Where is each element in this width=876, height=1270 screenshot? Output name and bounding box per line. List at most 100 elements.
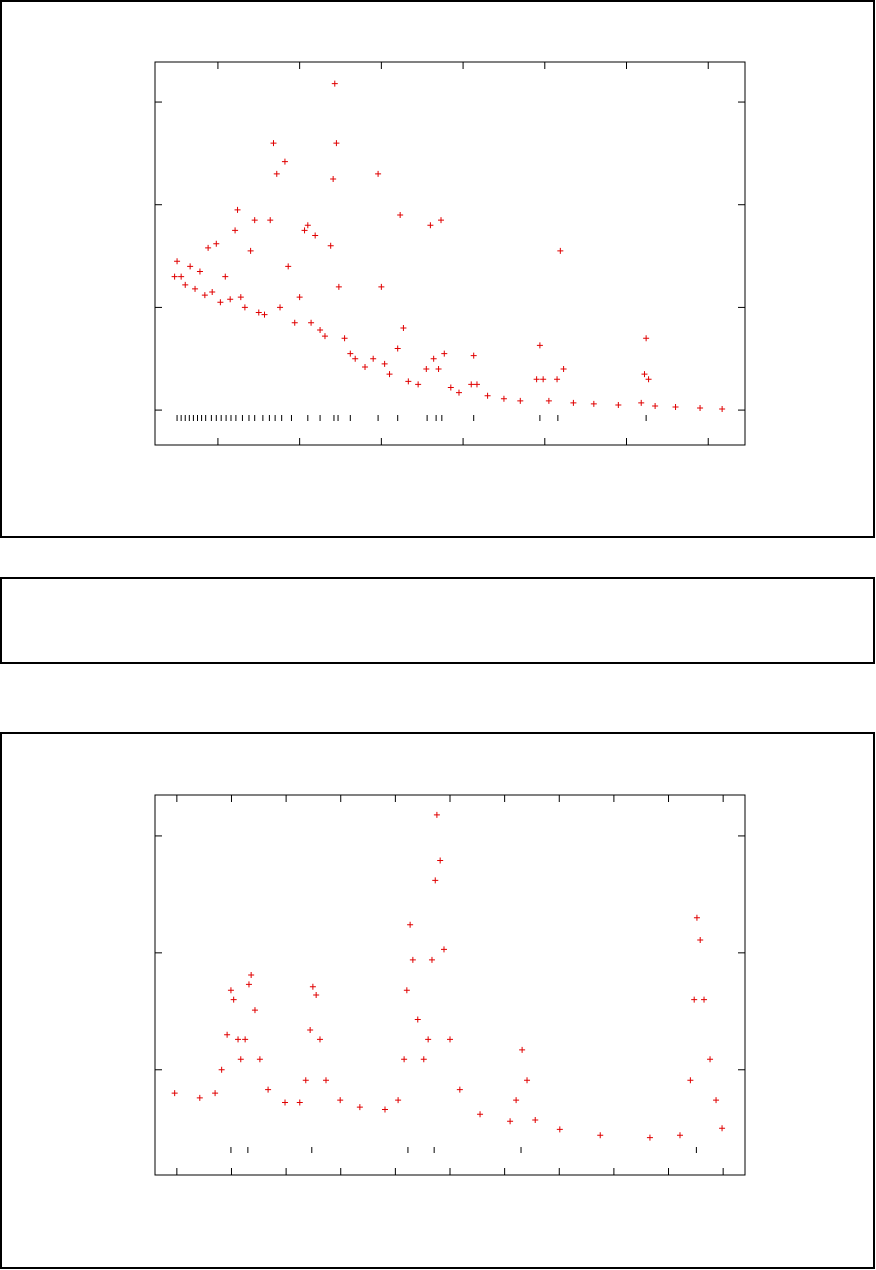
data-point — [468, 381, 475, 388]
data-point — [638, 399, 645, 406]
data-point — [261, 311, 268, 318]
data-point — [409, 956, 416, 963]
data-point — [227, 296, 234, 303]
data-point — [196, 268, 203, 275]
data-point — [227, 987, 234, 994]
data-point — [691, 996, 698, 1003]
data-point — [248, 972, 255, 979]
data-point — [281, 158, 288, 165]
data-point — [352, 355, 359, 362]
data-point — [405, 378, 412, 385]
data-point — [375, 170, 382, 177]
data-point — [435, 366, 442, 373]
data-point — [265, 1086, 272, 1093]
data-point — [519, 1046, 526, 1053]
data-point — [441, 350, 448, 357]
data-point — [341, 335, 348, 342]
data-point — [304, 222, 311, 229]
data-point — [643, 335, 650, 342]
data-point — [317, 326, 324, 333]
plot-frame — [154, 794, 746, 1176]
panel — [0, 577, 875, 664]
data-point — [321, 333, 328, 340]
data-point — [277, 304, 284, 311]
data-point — [425, 1036, 432, 1043]
data-point — [713, 1097, 720, 1104]
data-point — [560, 366, 567, 373]
data-point — [447, 1036, 453, 1043]
data-point — [322, 1077, 329, 1084]
data-point — [615, 401, 622, 408]
data-point — [676, 1132, 683, 1139]
data-point — [484, 392, 491, 399]
data-point — [513, 1097, 520, 1104]
data-point — [570, 399, 577, 406]
data-point — [307, 1027, 314, 1034]
data-point — [427, 222, 434, 229]
data-point — [693, 914, 700, 921]
panel — [0, 732, 875, 1269]
data-point — [433, 811, 440, 818]
data-point — [251, 1007, 258, 1014]
data-point — [517, 397, 524, 404]
data-point — [440, 946, 447, 953]
data-point — [407, 921, 414, 928]
data-point — [415, 381, 422, 388]
data-point — [196, 1094, 203, 1101]
data-point — [438, 217, 445, 224]
data-point — [213, 240, 220, 247]
data-point — [430, 355, 437, 362]
data-point — [697, 936, 704, 943]
data-point — [403, 987, 410, 994]
data-point — [316, 1036, 323, 1043]
data-point — [386, 371, 393, 378]
data-point — [256, 1056, 263, 1063]
data-point — [397, 211, 404, 218]
data-point — [456, 1086, 463, 1093]
data-point — [533, 376, 540, 383]
data-point — [255, 309, 262, 316]
data-point — [309, 983, 316, 990]
data-point — [401, 1056, 408, 1063]
plot-frame — [154, 61, 746, 446]
data-point — [330, 176, 337, 183]
data-point — [282, 1099, 289, 1106]
data-point — [556, 1126, 563, 1133]
data-point — [645, 376, 652, 383]
data-point — [182, 281, 189, 288]
data-point — [432, 877, 439, 884]
data-point — [209, 289, 216, 296]
data-point — [536, 342, 543, 349]
data-point — [234, 206, 241, 213]
data-point — [301, 227, 308, 234]
data-point — [687, 1077, 694, 1084]
data-point — [337, 1097, 344, 1104]
data-point — [218, 1066, 225, 1073]
data-point — [540, 376, 547, 383]
data-point — [356, 1104, 363, 1111]
data-point — [447, 384, 454, 391]
data-point — [554, 376, 561, 383]
data-point — [381, 1106, 388, 1113]
data-point — [378, 283, 385, 290]
data-point — [545, 397, 552, 404]
data-point — [335, 283, 342, 290]
data-point — [697, 405, 704, 412]
data-point — [222, 273, 229, 280]
data-point — [291, 319, 298, 326]
data-point — [333, 140, 340, 147]
data-point — [251, 217, 258, 224]
data-point — [245, 981, 252, 988]
data-point — [473, 381, 480, 388]
data-point — [500, 395, 507, 402]
data-point — [507, 1118, 514, 1125]
data-point — [232, 227, 239, 234]
data-point — [217, 299, 224, 306]
data-point — [423, 366, 430, 373]
data-point — [296, 294, 303, 301]
data-point — [719, 1125, 726, 1132]
data-point — [641, 371, 648, 378]
data-point — [171, 273, 178, 280]
data-point — [205, 244, 212, 251]
